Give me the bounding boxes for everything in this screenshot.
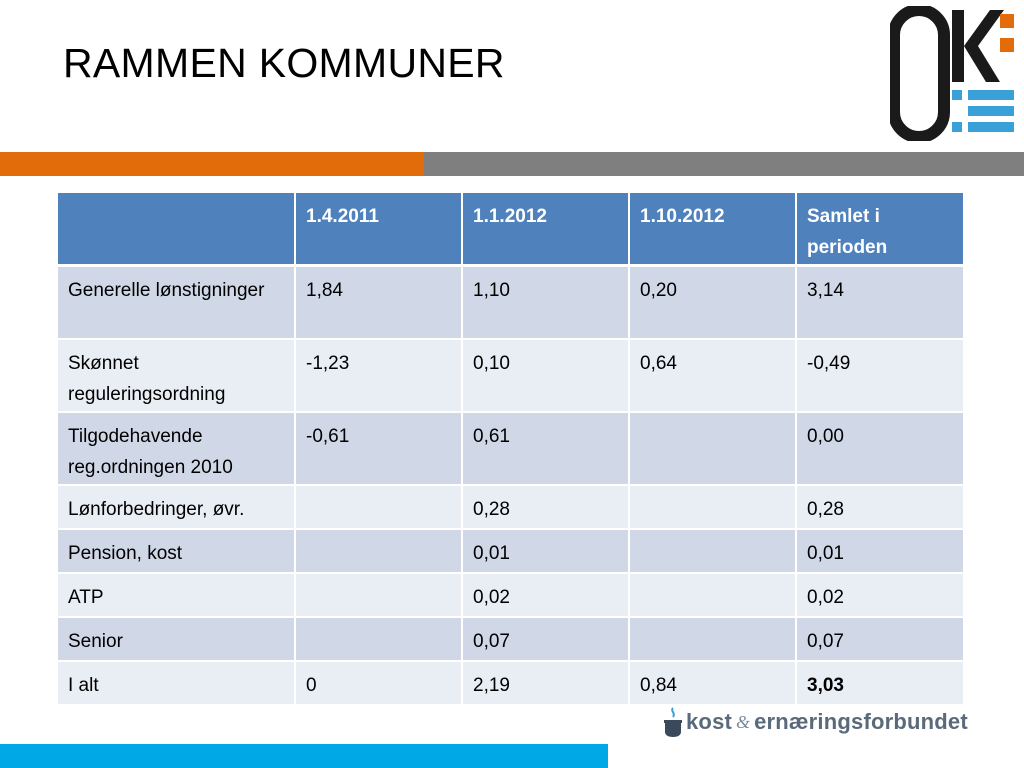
row-label: Tilgodehavende reg.ordningen 2010 xyxy=(56,411,296,486)
cooking-pot-icon xyxy=(664,707,682,737)
row-label: Pension, kost xyxy=(56,528,296,574)
header-cell: Samlet i perioden xyxy=(795,191,965,267)
table-cell: 3,14 xyxy=(795,264,965,340)
table-cell xyxy=(628,616,797,662)
table-cell: 0,02 xyxy=(795,572,965,618)
table-cell: 0,10 xyxy=(461,338,630,413)
brand-text-part2: ernæringsforbundet xyxy=(754,709,968,734)
header-cell: 1.4.2011 xyxy=(294,191,463,267)
table-cell xyxy=(628,411,797,486)
header-cell: 1.1.2012 xyxy=(461,191,630,267)
table-cell: 0,84 xyxy=(628,660,797,706)
table-row: Tilgodehavende reg.ordningen 2010 -0,61 … xyxy=(56,411,965,486)
table-cell: 0,20 xyxy=(628,264,797,340)
row-label: Senior xyxy=(56,616,296,662)
table-row: Lønforbedringer, øvr. 0,28 0,28 xyxy=(56,484,965,530)
table-cell: -0,49 xyxy=(795,338,965,413)
table-row: Pension, kost 0,01 0,01 xyxy=(56,528,965,574)
table-cell: 0,28 xyxy=(795,484,965,530)
row-label: Generelle lønstigninger xyxy=(56,264,296,340)
table-row: Senior 0,07 0,07 xyxy=(56,616,965,662)
row-label: Lønforbedringer, øvr. xyxy=(56,484,296,530)
row-label: I alt xyxy=(56,660,296,706)
table-cell xyxy=(294,484,463,530)
accent-bar-blue xyxy=(0,744,608,768)
table-cell: 0,07 xyxy=(795,616,965,662)
slide-title: RAMMEN KOMMUNER xyxy=(63,40,505,86)
data-table: 1.4.2011 1.1.2012 1.10.2012 Samlet i per… xyxy=(56,191,965,706)
ok-logo-icon xyxy=(890,6,1014,141)
table-cell: -1,23 xyxy=(294,338,463,413)
table-row: Skønnet reguleringsordning -1,23 0,10 0,… xyxy=(56,338,965,413)
table-row-total: I alt 0 2,19 0,84 3,03 xyxy=(56,660,965,706)
accent-bar-orange xyxy=(0,152,424,176)
table-cell: 0,01 xyxy=(795,528,965,574)
table-cell: 2,19 xyxy=(461,660,630,706)
table-header-row: 1.4.2011 1.1.2012 1.10.2012 Samlet i per… xyxy=(56,191,965,267)
table-cell xyxy=(294,616,463,662)
accent-bar-gray xyxy=(424,152,1024,176)
table-cell: 0 xyxy=(294,660,463,706)
table-cell xyxy=(628,484,797,530)
table-cell: -0,61 xyxy=(294,411,463,486)
table-cell: 1,84 xyxy=(294,264,463,340)
table-cell: 0,07 xyxy=(461,616,630,662)
table-row: Generelle lønstigninger 1,84 1,10 0,20 3… xyxy=(56,264,965,340)
table-cell: 0,01 xyxy=(461,528,630,574)
table-cell: 0,00 xyxy=(795,411,965,486)
row-label: Skønnet reguleringsordning xyxy=(56,338,296,413)
table-cell xyxy=(628,528,797,574)
table-cell xyxy=(294,572,463,618)
brand-ampersand: & xyxy=(736,711,751,732)
table-cell: 1,10 xyxy=(461,264,630,340)
header-cell: 1.10.2012 xyxy=(628,191,797,267)
table-cell: 0,28 xyxy=(461,484,630,530)
row-label: ATP xyxy=(56,572,296,618)
table-cell: 0,64 xyxy=(628,338,797,413)
footer-brand-logo: kost & ernæringsforbundet xyxy=(664,704,968,740)
table-cell xyxy=(628,572,797,618)
table-cell xyxy=(294,528,463,574)
table-cell: 0,02 xyxy=(461,572,630,618)
header-cell xyxy=(56,191,296,267)
table-cell: 0,61 xyxy=(461,411,630,486)
table-row: ATP 0,02 0,02 xyxy=(56,572,965,618)
grand-total-cell: 3,03 xyxy=(795,660,965,706)
brand-text-part1: kost xyxy=(686,709,733,734)
